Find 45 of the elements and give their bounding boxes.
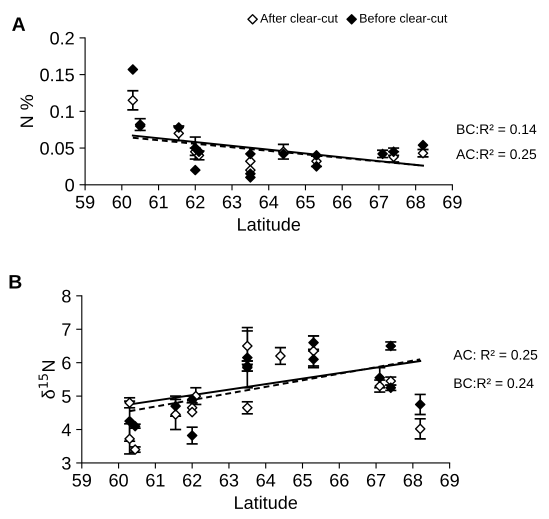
y-axis-title: N % (20, 94, 34, 127)
y-tick-label: 0.1 (50, 105, 74, 118)
x-tick-label: 61 (149, 196, 168, 208)
y-tick-label: 3 (62, 456, 71, 470)
x-tick-label: 62 (183, 474, 202, 487)
y-tick-label: 0 (65, 178, 74, 192)
x-axis-title: Latitude (235, 496, 298, 510)
x-tick-label: 67 (366, 474, 386, 487)
x-tick-label: 69 (440, 474, 459, 487)
x-tick-label: 66 (330, 474, 349, 487)
y-tick-label: 0.2 (50, 32, 74, 45)
x-tick-label: 67 (370, 196, 388, 208)
text: BC:R² = 0.14 (457, 124, 536, 134)
x-tick-label: 63 (220, 474, 238, 487)
x-tick-label: 69 (443, 196, 462, 208)
chart-title: A (12, 18, 26, 31)
legend-label: Before clear-cut (360, 14, 448, 23)
y-tick-label: 8 (62, 290, 71, 303)
x-tick-label: 62 (186, 196, 204, 208)
y-tick-label: 6 (62, 356, 71, 370)
y-tick-label: 5 (62, 390, 71, 403)
y-axis-title: δ$^{15}$N (38, 360, 55, 399)
legend-label: After clear-cut (260, 14, 338, 23)
y-tick-label: 7 (62, 323, 70, 336)
x-tick-label: 65 (293, 474, 312, 487)
x-axis-title: Latitude (238, 218, 300, 231)
chart-title: B (10, 275, 22, 288)
x-tick-label: 66 (333, 196, 352, 208)
x-tick-label: 61 (146, 474, 165, 487)
text: AC:R² = 0.25 (456, 149, 536, 160)
y-tick-label: 4 (62, 424, 71, 436)
x-tick-label: 68 (404, 474, 422, 487)
x-tick-label: 65 (296, 196, 315, 208)
x-tick-label: 59 (72, 474, 91, 487)
y-tick-label: 0.05 (40, 142, 74, 155)
x-tick-label: 63 (222, 196, 242, 208)
x-tick-label: 64 (256, 474, 276, 487)
y-tick-label: 0.15 (40, 68, 74, 82)
text: AC: R² = 0.25 (453, 350, 538, 360)
x-tick-label: 59 (76, 196, 94, 208)
text: BC:R² = 0.24 (454, 378, 534, 388)
x-tick-label: 60 (112, 196, 132, 208)
x-tick-label: 60 (109, 474, 128, 487)
x-tick-label: 64 (260, 196, 278, 208)
x-tick-label: 68 (406, 196, 425, 208)
